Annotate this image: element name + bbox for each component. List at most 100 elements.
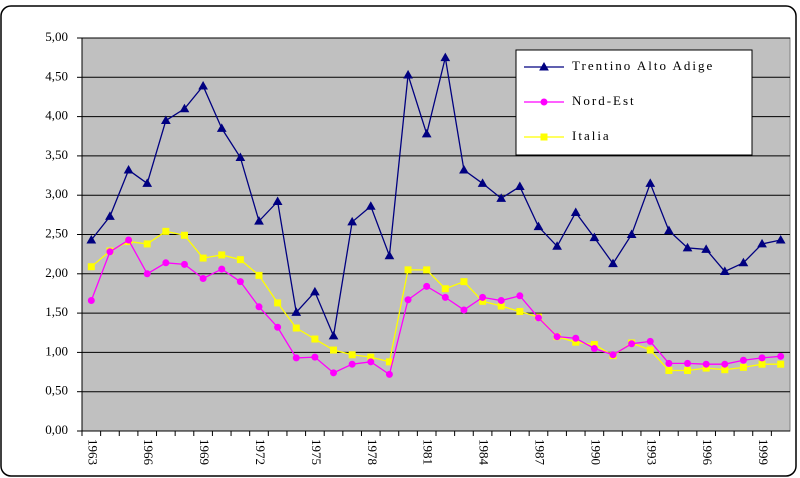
marker [739,356,747,364]
marker [199,254,207,262]
marker [347,216,358,226]
marker [496,193,507,202]
marker [516,308,524,316]
marker [590,344,598,352]
marker [198,80,208,90]
marker [385,370,393,378]
marker [87,297,95,305]
marker [758,360,766,368]
marker [255,303,263,311]
marker [589,232,600,242]
x-tick-label: 1984 [477,439,492,466]
marker [646,337,654,345]
x-tick-label: 1975 [309,439,324,465]
marker [106,248,114,256]
marker [125,236,133,244]
y-tick-label: 3,50 [45,147,68,162]
y-tick-label: 2,50 [45,225,68,240]
marker [757,238,767,248]
marker [533,221,544,231]
marker [684,366,692,374]
marker [721,360,729,368]
marker [143,270,151,278]
marker [516,292,524,300]
marker [236,278,244,286]
marker [477,178,488,187]
y-tick-label: 0,00 [45,422,68,437]
marker [199,275,207,283]
marker [460,278,468,286]
marker [701,244,712,253]
marker [292,324,300,332]
marker [702,360,710,368]
marker [216,123,227,132]
x-tick-label: 1969 [197,439,212,465]
marker [719,266,730,275]
marker [539,61,549,71]
marker [626,229,637,238]
marker [460,306,468,314]
marker [330,346,338,354]
marker [777,352,785,360]
marker [143,240,151,248]
y-tick-label: 4,50 [45,68,68,83]
x-tick-label: 1981 [421,439,436,465]
marker [162,259,170,267]
x-tick-label: 1996 [700,439,715,466]
y-tick-label: 1,00 [45,343,68,358]
marker [459,165,469,174]
marker [608,258,618,268]
marker [348,360,356,368]
marker [142,178,153,187]
marker [255,271,263,279]
legend-label: Nord-Est [572,93,636,108]
marker [441,285,449,293]
x-tick-label: 1972 [253,439,268,465]
marker [423,282,431,290]
marker [645,178,656,187]
marker [367,358,375,366]
marker [441,293,449,301]
marker [514,181,525,191]
y-tick-label: 0,50 [45,383,68,398]
marker [365,201,376,210]
marker [272,196,283,205]
marker [123,165,134,174]
x-tick-label: 1978 [365,439,380,465]
marker [384,250,395,260]
y-tick-label: 3,00 [45,186,68,201]
marker [497,297,505,305]
marker [739,363,747,371]
marker [665,366,673,374]
marker [105,211,115,220]
marker [423,266,431,274]
marker [758,354,766,362]
marker [311,353,319,361]
marker [552,241,562,250]
y-tick-label: 2,00 [45,265,68,280]
y-tick-label: 1,50 [45,304,68,319]
marker [292,354,300,362]
marker [738,257,749,267]
marker [236,256,244,264]
marker [160,115,171,125]
marker [180,260,188,268]
legend-label: Italia [572,128,611,143]
x-tick-label: 1993 [644,439,659,465]
marker [235,152,246,161]
marker [572,334,580,342]
marker [534,314,542,322]
marker [540,98,548,106]
marker [218,265,226,273]
marker [348,351,356,359]
y-tick-label: 5,00 [45,29,68,44]
marker [540,133,548,141]
x-tick-label: 1999 [756,439,771,465]
marker [421,128,432,138]
marker [440,52,451,62]
marker [404,296,412,304]
legend-label: Trentino Alto Adige [572,58,714,73]
x-tick-label: 1963 [85,439,100,465]
marker [570,207,581,216]
